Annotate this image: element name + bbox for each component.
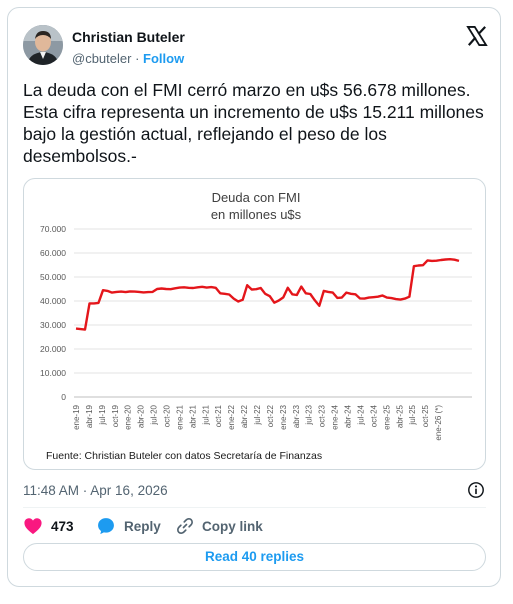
x-tick-label: ene-25 [382, 404, 391, 429]
x-tick-label: abr-19 [85, 404, 94, 428]
author-handle[interactable]: @cbuteler [72, 51, 132, 66]
copy-link-label: Copy link [202, 518, 263, 534]
chart-source: Fuente: Christian Buteler con datos Secr… [46, 450, 322, 462]
x-tick-label: ene-26 (*) [434, 405, 443, 441]
follow-button[interactable]: Follow [143, 51, 185, 66]
like-count: 473 [51, 518, 74, 534]
avatar-photo [23, 25, 63, 65]
y-axis-labels: 0 10.000 20.000 30.000 40.000 50.000 60.000 70.… [40, 224, 66, 402]
x-tick-label: abr-21 [188, 404, 197, 428]
x-tick-label: oct-20 [163, 404, 172, 427]
x-tick-label: jul-22 [253, 404, 262, 425]
heart-icon [24, 518, 42, 535]
x-tick-label: abr-24 [344, 404, 353, 428]
y-tick-label: 60.000 [40, 248, 66, 258]
chart-grid [74, 228, 472, 398]
x-axis-labels: ene-19 abr-19 jul-19 oct-19 ene-20 abr-20 jul-… [72, 404, 443, 440]
x-tick-label: ene-21 [175, 404, 184, 429]
read-replies-button[interactable]: Read 40 replies [23, 543, 486, 571]
x-tick-label: ene-19 [72, 404, 81, 429]
avatar[interactable] [23, 25, 63, 65]
chart-subtitle: en millones u$s [211, 207, 302, 222]
series-line [75, 257, 460, 331]
x-tick-label: jul-25 [408, 404, 417, 425]
reply-button[interactable]: Reply [96, 515, 161, 537]
y-tick-label: 40.000 [40, 296, 66, 306]
x-tick-label: abr-22 [240, 404, 249, 428]
y-tick-label: 0 [61, 392, 66, 402]
link-icon [177, 518, 193, 534]
y-tick-label: 30.000 [40, 320, 66, 330]
x-tick-label: abr-25 [395, 404, 404, 428]
x-tick-label: oct-21 [214, 404, 223, 427]
x-tick-label: jul-20 [150, 404, 159, 425]
x-tick-label: oct-24 [369, 404, 378, 427]
like-button[interactable]: 473 [23, 515, 74, 537]
x-tick-label: ene-20 [124, 404, 133, 429]
tweet-timestamp[interactable]: 11:48 AM · Apr 16, 2026 [23, 483, 168, 498]
x-tick-label: ene-23 [279, 404, 288, 429]
reply-label: Reply [124, 518, 161, 534]
x-tick-label: jul-23 [305, 404, 314, 425]
x-tick-label: jul-21 [201, 404, 210, 425]
x-tick-label: oct-25 [421, 404, 430, 427]
tweet-text: La deuda con el FMI cerró marzo en u$s 5… [23, 80, 484, 166]
x-tick-label: jul-24 [356, 404, 365, 425]
x-tick-label: oct-22 [266, 404, 275, 427]
x-logo-icon[interactable] [466, 26, 488, 46]
x-tick-label: abr-23 [292, 404, 301, 428]
debt-chart: Deuda con FMI en millones u$s 0 10.000 20.… [40, 190, 472, 462]
divider [23, 507, 486, 508]
y-tick-label: 50.000 [40, 272, 66, 282]
author-name[interactable]: Christian Buteler [72, 29, 185, 45]
x-tick-label: oct-23 [318, 404, 327, 427]
author-handle-row: @cbuteler · Follow [72, 51, 184, 66]
x-tick-label: jul-19 [98, 404, 107, 425]
copy-link-button[interactable]: Copy link [176, 515, 263, 537]
reply-icon [98, 518, 114, 535]
x-tick-label: abr-20 [137, 404, 146, 428]
y-tick-label: 70.000 [40, 224, 66, 234]
y-tick-label: 20.000 [40, 344, 66, 354]
x-tick-label: ene-24 [331, 404, 340, 429]
info-icon[interactable] [467, 481, 485, 499]
chart-image[interactable]: Deuda con FMI en millones u$s 0 10.000 20.… [23, 178, 486, 470]
y-tick-label: 10.000 [40, 368, 66, 378]
handle-separator: · [135, 51, 140, 66]
chart-title: Deuda con FMI [212, 190, 301, 205]
x-tick-label: ene-22 [227, 404, 236, 429]
x-tick-label: oct-19 [111, 404, 120, 427]
